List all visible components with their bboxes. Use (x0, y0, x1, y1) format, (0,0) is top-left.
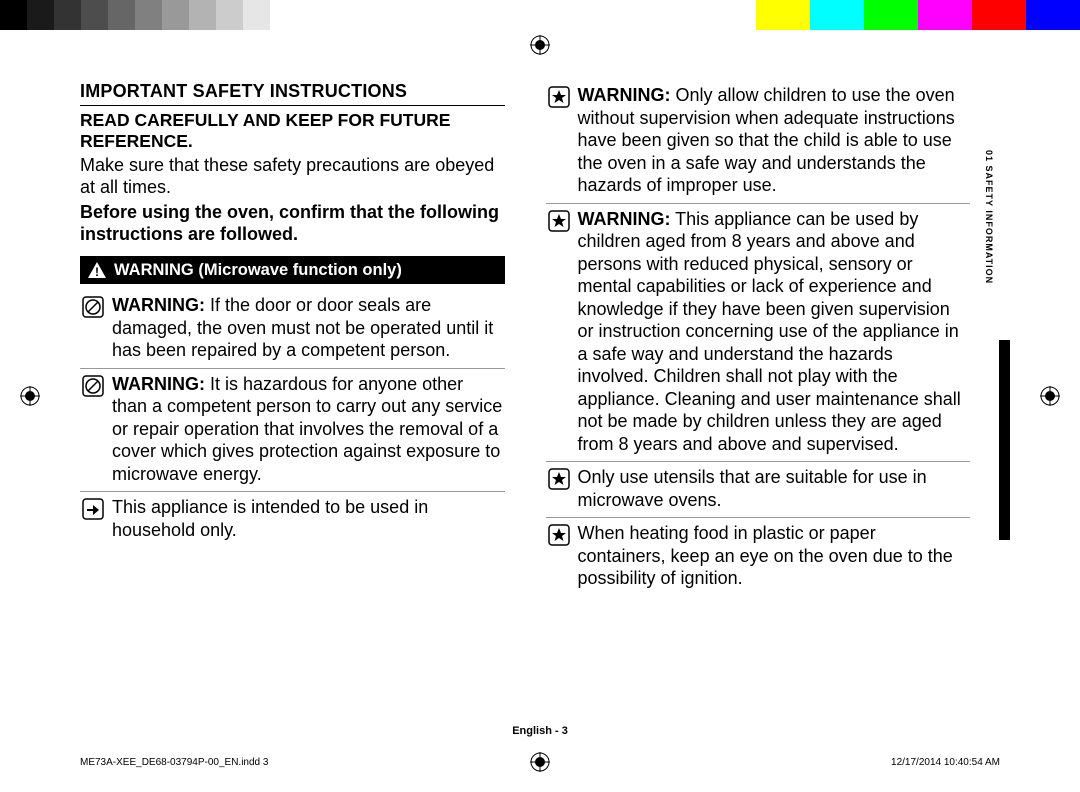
column-left: IMPORTANT SAFETY INSTRUCTIONS READ CAREF… (80, 80, 505, 712)
star-icon (548, 468, 570, 490)
warning-item: WARNING: This appliance can be used by c… (546, 204, 971, 463)
svg-text:!: ! (95, 265, 99, 278)
footer-timestamp: 12/17/2014 10:40:54 AM (891, 757, 1000, 768)
registration-mark-right (1040, 386, 1060, 406)
prohibit-icon (82, 296, 104, 318)
registration-mark-bottom (530, 752, 550, 772)
page-body: IMPORTANT SAFETY INSTRUCTIONS READ CAREF… (80, 80, 970, 712)
warning-list-left: WARNING: If the door or door seals are d… (80, 290, 505, 547)
star-icon (548, 86, 570, 108)
prohibit-icon (82, 375, 104, 397)
star-icon (548, 524, 570, 546)
warning-item: This appliance is intended to be used in… (80, 492, 505, 547)
warning-item-text: WARNING: If the door or door seals are d… (112, 294, 503, 362)
warning-item: WARNING: It is hazardous for anyone othe… (80, 369, 505, 493)
intro-paragraph-2: Before using the oven, confirm that the … (80, 201, 505, 246)
warning-item-text: When heating food in plastic or paper co… (578, 522, 969, 590)
registration-mark-left (20, 386, 40, 406)
subtitle: READ CAREFULLY AND KEEP FOR FUTURE REFER… (80, 110, 505, 152)
footer-filename: ME73A-XEE_DE68-03794P-00_EN.indd 3 (80, 757, 268, 768)
column-right: WARNING: Only allow children to use the … (546, 80, 971, 712)
warning-item-text: WARNING: It is hazardous for anyone othe… (112, 373, 503, 486)
intro-paragraph-1: Make sure that these safety precautions … (80, 154, 505, 199)
warning-item-text: WARNING: Only allow children to use the … (578, 84, 969, 197)
warning-header-text: WARNING (Microwave function only) (114, 260, 402, 281)
warning-triangle-icon: ! (88, 262, 106, 278)
hand-icon (82, 498, 104, 520)
warning-header-bar: ! WARNING (Microwave function only) (80, 256, 505, 285)
warning-item-text: WARNING: This appliance can be used by c… (578, 208, 969, 456)
warning-item: When heating food in plastic or paper co… (546, 518, 971, 596)
warning-list-right: WARNING: Only allow children to use the … (546, 80, 971, 596)
side-thumb-tab (999, 340, 1010, 540)
page-title: IMPORTANT SAFETY INSTRUCTIONS (80, 80, 505, 106)
warning-item: Only use utensils that are suitable for … (546, 462, 971, 518)
warning-item: WARNING: If the door or door seals are d… (80, 290, 505, 369)
side-section-label: 01 SAFETY INFORMATION (984, 150, 994, 284)
warning-item-text: Only use utensils that are suitable for … (578, 466, 969, 511)
warning-item-text: This appliance is intended to be used in… (112, 496, 503, 541)
warning-item: WARNING: Only allow children to use the … (546, 80, 971, 204)
page-number: English - 3 (0, 725, 1080, 737)
star-icon (548, 210, 570, 232)
registration-mark-top (530, 35, 550, 55)
color-calibration-bar (0, 0, 1080, 30)
